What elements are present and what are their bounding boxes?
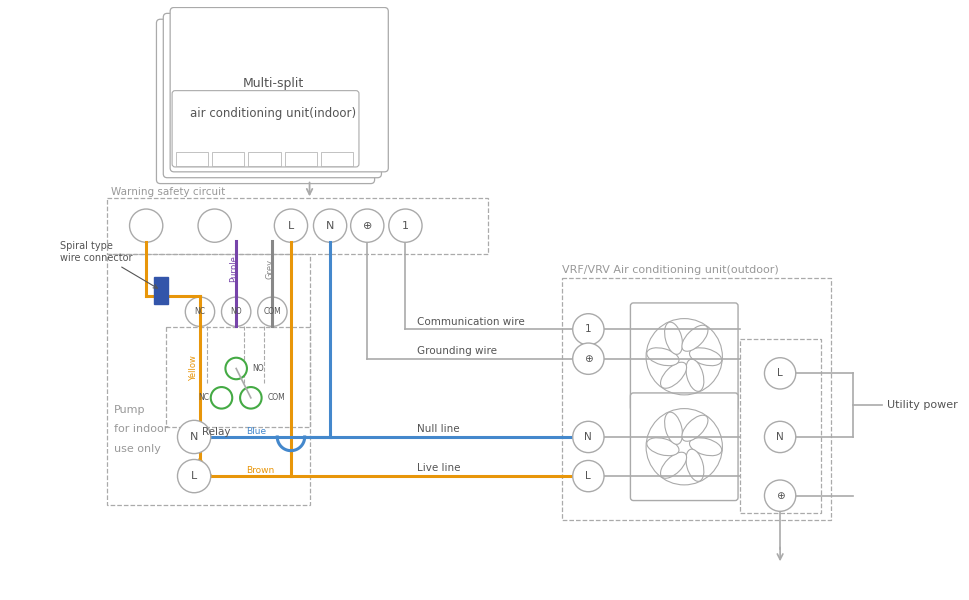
Circle shape: [764, 480, 795, 511]
Bar: [107, 254, 309, 505]
Ellipse shape: [646, 438, 678, 455]
Bar: [284, 152, 317, 166]
Ellipse shape: [685, 449, 703, 481]
Bar: [248, 152, 280, 166]
Text: NO: NO: [230, 307, 241, 316]
Ellipse shape: [664, 322, 682, 355]
Text: VRF/VRV Air conditioning unit(outdoor): VRF/VRV Air conditioning unit(outdoor): [561, 265, 778, 275]
Text: ⊕: ⊕: [362, 221, 371, 230]
Bar: [212, 152, 244, 166]
Circle shape: [185, 297, 214, 326]
Text: Null line: Null line: [417, 424, 459, 434]
Text: L: L: [191, 471, 197, 481]
Text: ⊕: ⊕: [775, 491, 784, 500]
Bar: [166, 328, 309, 427]
Text: L: L: [585, 471, 591, 481]
Text: Pump: Pump: [113, 404, 145, 415]
Circle shape: [274, 209, 307, 242]
Text: N: N: [326, 221, 334, 230]
Bar: [154, 277, 168, 304]
Text: air conditioning unit(indoor): air conditioning unit(indoor): [190, 107, 356, 119]
Bar: [321, 152, 353, 166]
Text: N: N: [775, 432, 783, 442]
Circle shape: [225, 358, 247, 379]
Text: L: L: [288, 221, 294, 230]
Text: Yellow: Yellow: [188, 356, 198, 382]
Text: Brown: Brown: [246, 466, 274, 475]
Ellipse shape: [646, 348, 678, 365]
Text: L: L: [776, 368, 782, 379]
Text: Purple: Purple: [229, 255, 238, 282]
Circle shape: [221, 297, 251, 326]
Circle shape: [572, 343, 604, 374]
Text: NO: NO: [252, 364, 264, 373]
Circle shape: [572, 421, 604, 452]
Text: COM: COM: [267, 394, 285, 403]
Text: Relay: Relay: [202, 427, 231, 437]
Circle shape: [389, 209, 422, 242]
Circle shape: [177, 421, 210, 454]
Ellipse shape: [681, 325, 707, 351]
Text: N: N: [190, 432, 198, 442]
Text: Grey: Grey: [266, 259, 274, 279]
FancyBboxPatch shape: [172, 91, 359, 167]
Ellipse shape: [664, 412, 682, 445]
Text: NC: NC: [198, 394, 208, 403]
Text: Live line: Live line: [417, 463, 460, 473]
Circle shape: [764, 421, 795, 452]
Circle shape: [572, 314, 604, 345]
Circle shape: [258, 297, 287, 326]
Text: 1: 1: [584, 325, 591, 334]
Ellipse shape: [660, 452, 686, 478]
FancyBboxPatch shape: [156, 19, 374, 184]
Text: Multi-split: Multi-split: [242, 77, 303, 90]
Ellipse shape: [689, 348, 721, 365]
Ellipse shape: [681, 415, 707, 441]
Text: Blue: Blue: [246, 427, 266, 436]
Circle shape: [130, 209, 163, 242]
Bar: [561, 278, 830, 520]
Text: use only: use only: [113, 443, 161, 454]
Text: COM: COM: [264, 307, 281, 316]
Bar: [175, 152, 208, 166]
Text: Grounding wire: Grounding wire: [417, 346, 497, 356]
Ellipse shape: [685, 359, 703, 391]
Circle shape: [177, 460, 210, 493]
Bar: [739, 339, 821, 513]
Text: for indoor: for indoor: [113, 424, 168, 434]
Text: ⊕: ⊕: [583, 353, 592, 364]
FancyBboxPatch shape: [163, 13, 381, 178]
Circle shape: [350, 209, 384, 242]
Ellipse shape: [660, 362, 686, 388]
Text: Communication wire: Communication wire: [417, 317, 524, 326]
Circle shape: [572, 460, 604, 492]
Text: Spiral type
wire connector: Spiral type wire connector: [60, 241, 157, 288]
Bar: [107, 198, 487, 254]
Text: Warning safety circuit: Warning safety circuit: [110, 187, 225, 197]
Text: NC: NC: [194, 307, 205, 316]
FancyBboxPatch shape: [630, 303, 737, 410]
FancyBboxPatch shape: [170, 7, 388, 172]
Circle shape: [198, 209, 231, 242]
Circle shape: [210, 387, 232, 409]
Circle shape: [313, 209, 346, 242]
Text: Utility power: Utility power: [886, 400, 956, 410]
Text: 1: 1: [401, 221, 409, 230]
Ellipse shape: [689, 438, 721, 455]
Text: N: N: [584, 432, 592, 442]
Circle shape: [240, 387, 262, 409]
Circle shape: [764, 358, 795, 389]
FancyBboxPatch shape: [630, 393, 737, 500]
